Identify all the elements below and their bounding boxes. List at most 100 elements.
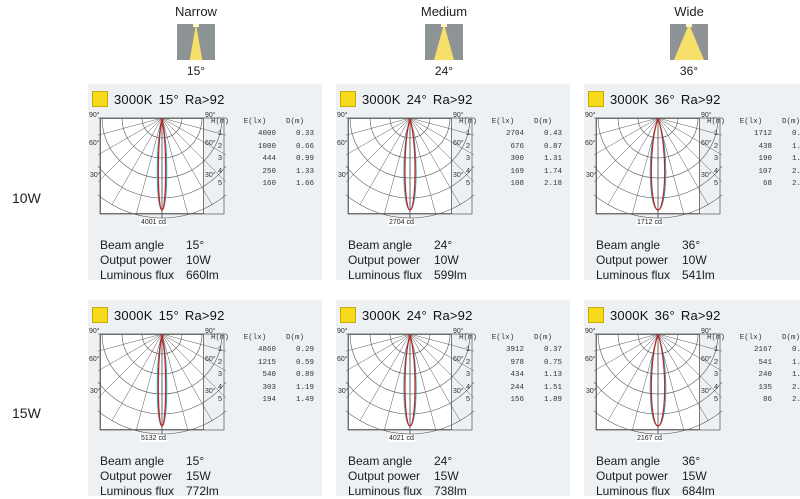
spec-luminous-flux: Luminous flux 738lm [348,484,467,499]
color-swatch [340,91,356,107]
angle-label-60-left: 60° [337,356,348,363]
diameter-cell: 0.89 [295,371,314,380]
illuminance-cell: 1712 [753,130,772,139]
polar-spoke [657,333,722,399]
polar-light-distribution-chart [594,117,722,219]
height-cell: 5 [217,180,223,189]
table-header: H(m) E(lx) D(m) [206,116,320,128]
table-row: 5 156 1.89 [454,394,568,407]
polar-spoke [111,333,163,421]
product-card-2: 3000K 24° Ra>92 90° 60° 30° 90° 60° 30° … [336,84,570,282]
col-d: D(m) [285,334,304,342]
polar-spoke [135,117,163,215]
title-ra: Ra>92 [432,91,473,107]
illuminance-table: H(m) E(lx) D(m) 1 2704 0.43 2 676 0.87 3 300 1.3… [454,116,568,191]
illuminance-cell: 3912 [505,346,524,355]
polar-spoke [98,117,163,183]
spec-output-power: Output power 10W [100,253,219,268]
spec-key: Output power [596,253,669,267]
height-cell: 5 [465,180,471,189]
height-cell: 2 [217,142,223,151]
spec-value: 541lm [682,268,715,282]
diameter-cell: 1.14 [791,142,800,151]
diameter-cell: 0.57 [791,130,800,139]
title-ra: Ra>92 [184,91,225,107]
polar-spoke [161,333,226,352]
narrow-beam-icon [177,24,215,60]
polar-spoke [657,117,722,136]
angle-label-60-left: 60° [585,140,596,147]
product-card-3: 3000K 36° Ra>92 90° 60° 30° 90° 60° 30° … [584,84,800,282]
height-cell: 5 [713,180,719,189]
table-row: 5 160 1.66 [206,178,320,191]
height-cell: 2 [465,358,471,367]
diameter-cell: 2.29 [791,383,800,392]
polar-light-distribution-chart [346,333,474,435]
polar-spoke [409,117,461,205]
spec-key: Luminous flux [100,268,175,282]
color-swatch [588,307,604,323]
polar-spoke [607,117,659,205]
peak-intensity-label: 4001 cd [140,219,167,226]
beam-source [686,24,692,27]
illuminance-cell: 303 [262,383,276,392]
angle-label-60-left: 60° [89,140,100,147]
height-cell: 3 [465,371,471,380]
height-cell: 3 [217,155,223,164]
title-angle: 36° [654,307,675,323]
diameter-cell: 1.19 [791,358,800,367]
illuminance-cell: 169 [510,167,524,176]
spec-key: Output power [100,253,173,267]
polar-spoke [594,333,659,372]
table-row: 5 108 2.18 [454,178,568,191]
header-degree: 24° [434,64,454,78]
polar-spoke [161,117,226,183]
polar-spoke [98,333,163,372]
table-row: 5 194 1.49 [206,394,320,407]
spec-key: Luminous flux [348,268,423,282]
polar-spoke [383,117,411,215]
angle-label-30-right: 30° [453,172,464,179]
illuminance-table: H(m) E(lx) D(m) 1 2167 0.59 2 541 1.19 3 240 1.5… [702,332,800,407]
col-e: E(lx) [739,118,763,126]
polar-spoke [409,333,474,372]
card-title: 3000K 15° Ra>92 [92,90,231,108]
table-body: 1 2167 0.59 2 541 1.19 3 240 1.58 4 135 2.29 5 86 2.81 [702,344,800,407]
spec-key: Luminous flux [596,484,671,498]
height-cell: 2 [713,358,719,367]
title-cct: 3000K [114,307,153,323]
angle-label-30-left: 30° [90,388,101,395]
spec-key: Output power [348,469,421,483]
col-e: E(lx) [739,334,763,342]
spec-value: 10W [186,253,211,267]
beam-cone [189,24,203,60]
table-header: H(m) E(lx) D(m) [206,332,320,344]
table-row: 2 676 0.87 [454,141,568,154]
polar-spoke [409,117,437,215]
spec-luminous-flux: Luminous flux 660lm [100,268,219,283]
table-row: 4 303 1.19 [206,382,320,395]
diameter-cell: 1.13 [543,371,562,380]
diameter-cell: 1.33 [295,167,314,176]
polar-spoke [594,117,659,156]
col-h: H(m) [210,118,229,126]
card-title: 3000K 24° Ra>92 [340,306,479,324]
title-angle: 15° [158,307,179,323]
polar-spoke [161,333,226,399]
polar-spoke [161,333,213,421]
table-header: H(m) E(lx) D(m) [702,332,800,344]
spec-list: Beam angle 15° Output power 10W Luminous… [100,238,219,283]
angle-label-30-left: 30° [90,172,101,179]
height-cell: 3 [713,155,719,164]
polar-spoke [346,117,411,156]
angle-label-30-left: 30° [338,388,349,395]
table-row: 3 190 1.71 [702,153,800,166]
illuminance-cell: 68 [762,180,772,189]
illuminance-cell: 107 [758,167,772,176]
spec-key: Luminous flux [348,484,423,498]
diameter-cell: 0.87 [543,142,562,151]
illuminance-table: H(m) E(lx) D(m) 1 4000 0.33 2 1000 0.66 3 444 0.… [206,116,320,191]
col-d: D(m) [533,118,552,126]
polar-spoke [111,117,163,205]
spec-list: Beam angle 36° Output power 15W Luminous… [596,454,715,499]
